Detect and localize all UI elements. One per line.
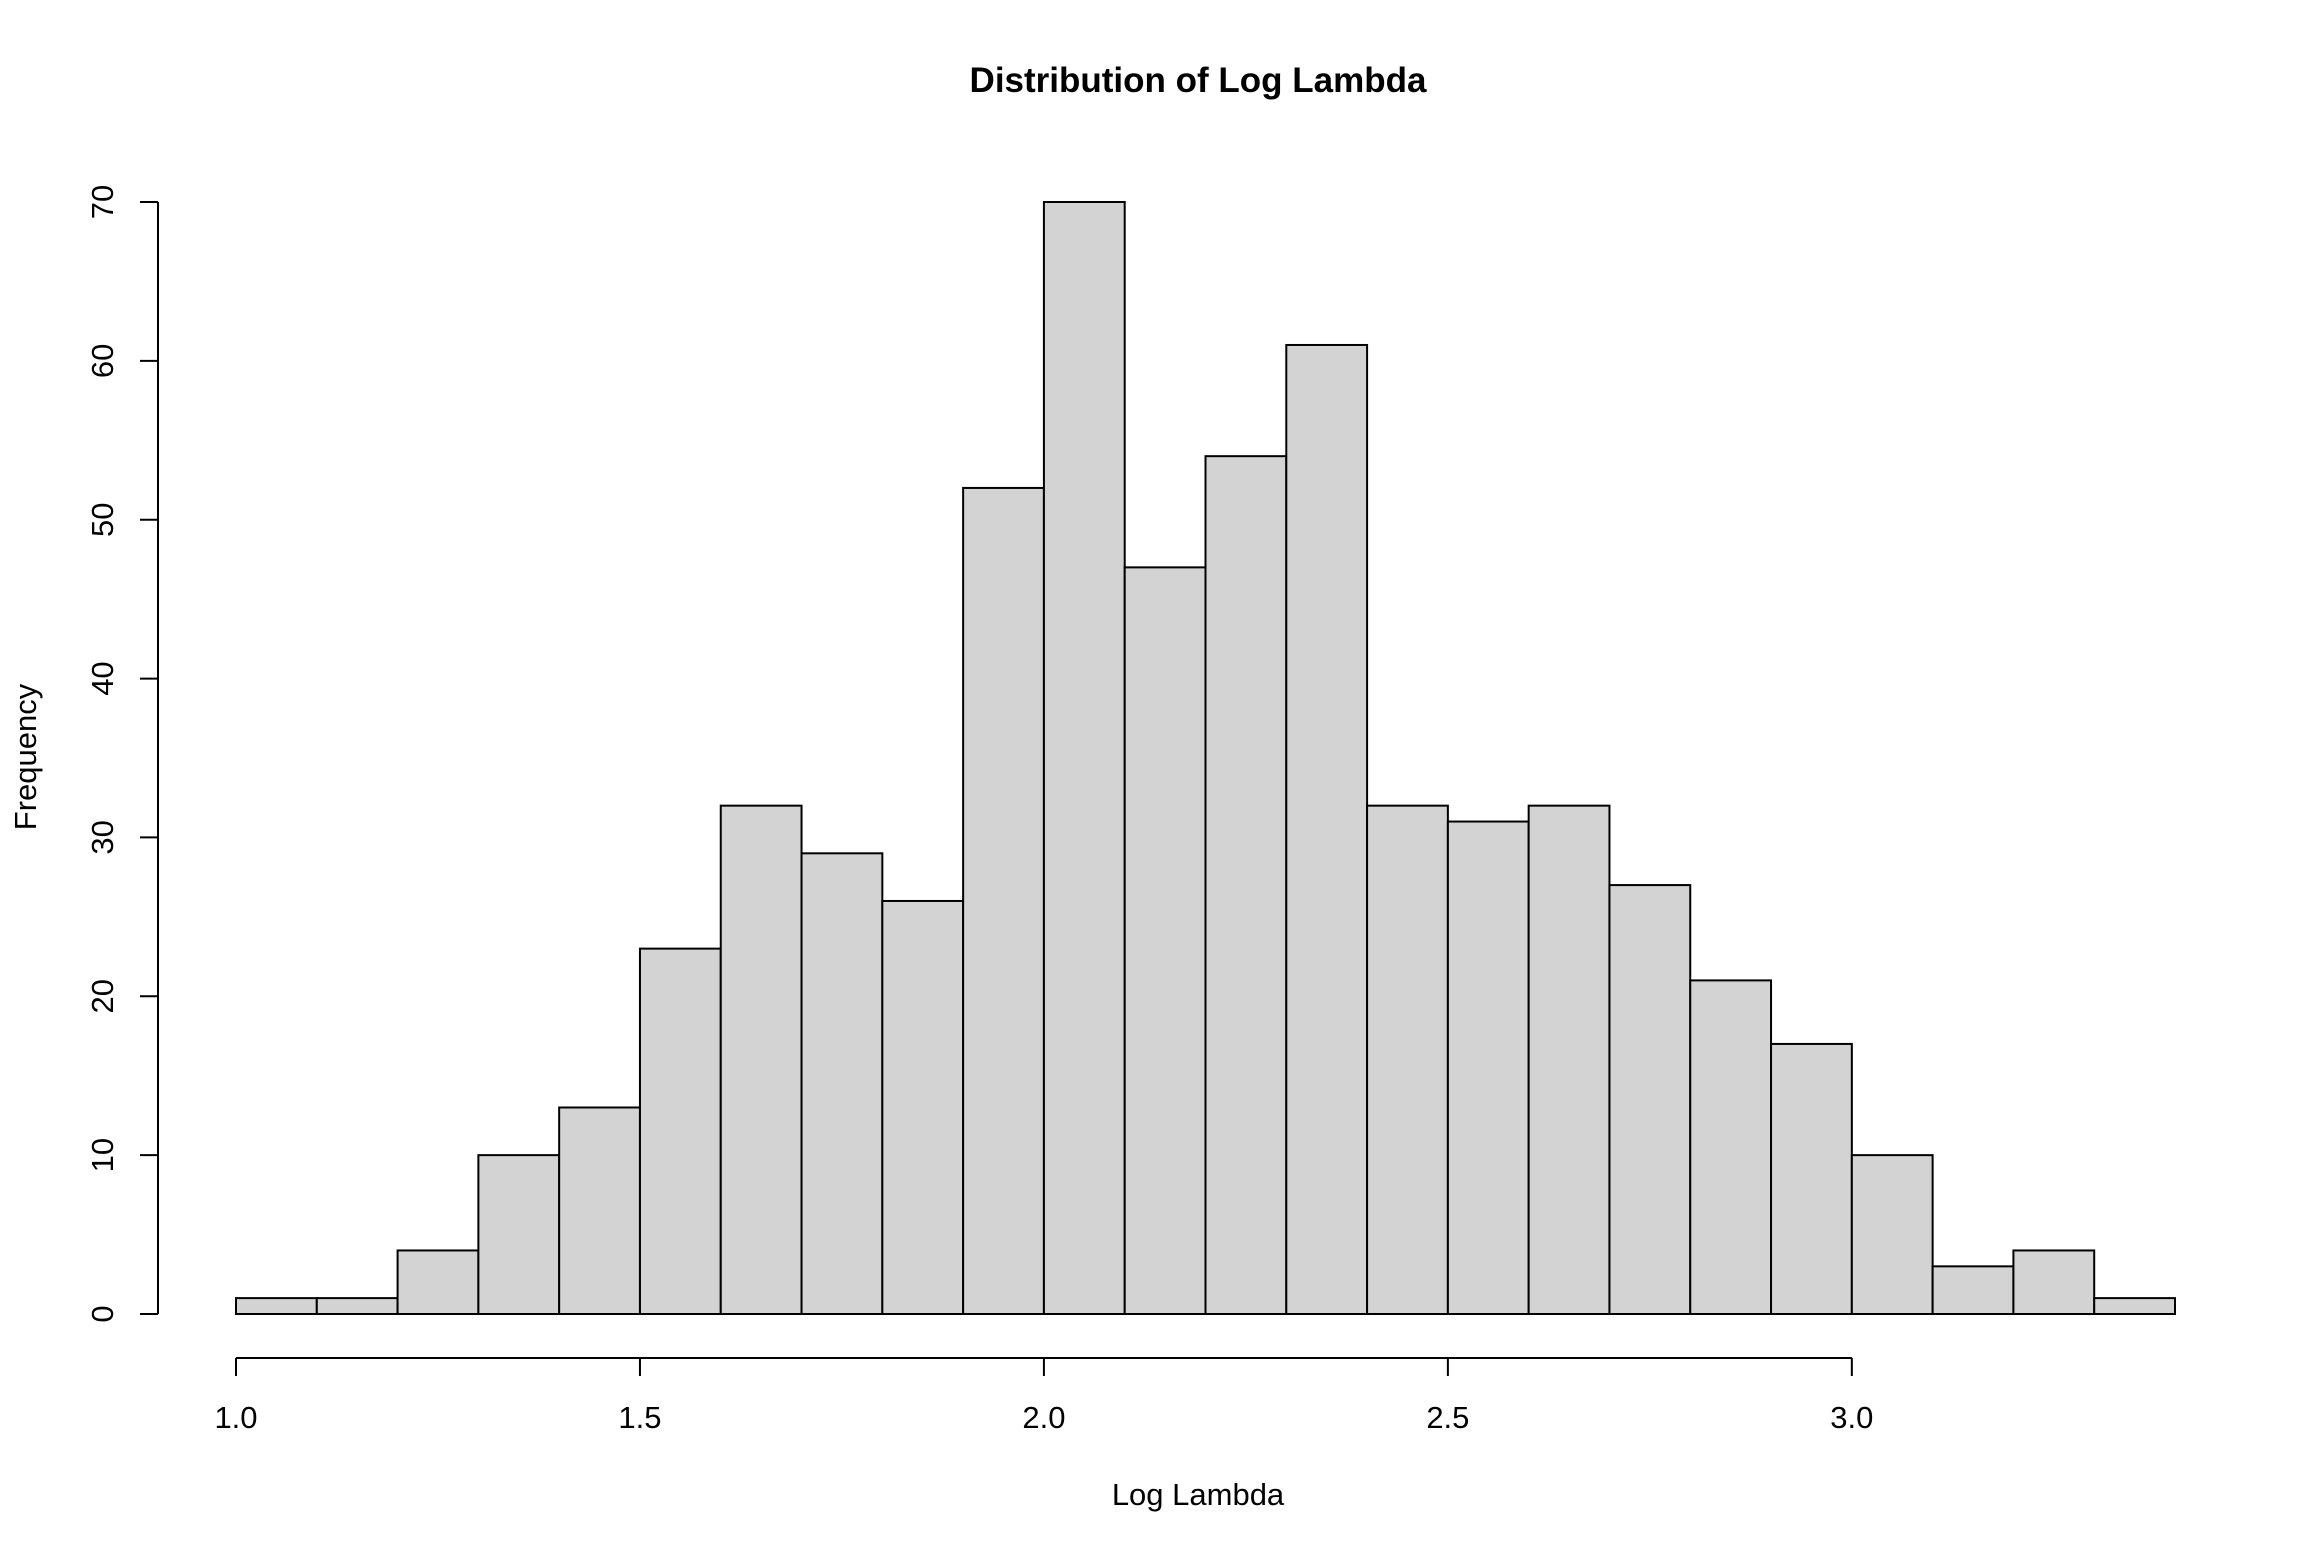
histogram-bar [2093, 1297, 2176, 1315]
histogram-bar [962, 486, 1045, 1315]
x-tick-label: 2.0 [1022, 1400, 1065, 1435]
histogram-bar [638, 947, 722, 1316]
histogram-bar [396, 1249, 480, 1316]
histogram-bar [1285, 343, 1369, 1315]
histogram-bar [1204, 455, 1288, 1315]
histogram-bar [1931, 1265, 2015, 1316]
histogram-bar [315, 1297, 399, 1315]
histogram-bar [881, 899, 965, 1315]
histogram-bar [800, 852, 884, 1315]
y-tick-label: 0 [85, 1305, 120, 1322]
histogram-bar [719, 804, 803, 1316]
x-axis: 1.0 1.5 2.0 2.5 3.0 [214, 1357, 1873, 1435]
histogram-bar [1527, 804, 1611, 1316]
y-axis-label: Frequency [8, 683, 43, 830]
y-tick-label: 50 [85, 502, 120, 536]
histogram-bar [1366, 804, 1449, 1316]
y-tick-label: 70 [85, 185, 120, 219]
chart-title: Distribution of Log Lambda [970, 61, 1427, 100]
x-axis-label: Log Lambda [1112, 1477, 1285, 1512]
y-tick-label: 10 [85, 1138, 120, 1172]
x-tick-label: 3.0 [1830, 1400, 1873, 1435]
y-tick-label: 60 [85, 344, 120, 378]
x-tick-label: 2.5 [1426, 1400, 1469, 1435]
histogram-bar [1446, 820, 1530, 1315]
bars [235, 201, 2176, 1316]
histogram-bar [1608, 884, 1692, 1315]
histogram-bar [1042, 201, 1126, 1315]
histogram-bar [477, 1154, 561, 1315]
y-tick-label: 20 [85, 979, 120, 1013]
x-tick-label: 1.0 [214, 1400, 257, 1435]
x-tick-label: 1.5 [618, 1400, 661, 1435]
y-tick-label: 40 [85, 661, 120, 695]
histogram-bar [1850, 1154, 1934, 1315]
histogram-bar [2012, 1249, 2096, 1316]
histogram-bar [235, 1297, 318, 1315]
histogram-bar [1689, 979, 1773, 1316]
histogram-bar [1123, 566, 1207, 1315]
histogram-bar [558, 1106, 641, 1315]
y-axis: 0 10 20 30 40 50 60 70 [85, 185, 159, 1323]
y-tick-label: 30 [85, 820, 120, 854]
histogram-bar [1770, 1042, 1853, 1315]
